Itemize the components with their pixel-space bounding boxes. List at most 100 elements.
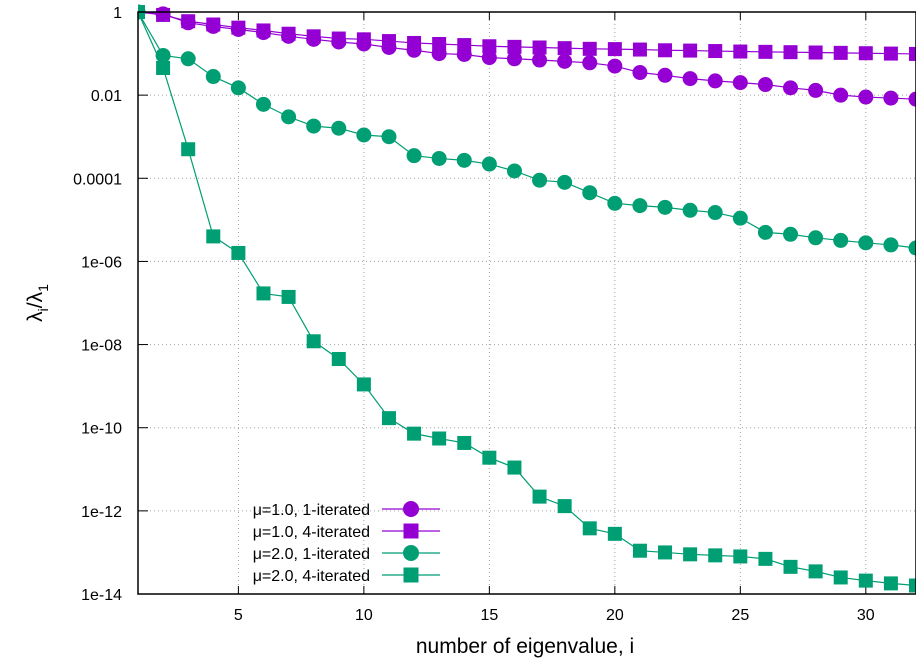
data-point: [909, 578, 916, 593]
data-point: [657, 199, 673, 215]
y-axis-title-lambda-2: λ: [24, 291, 47, 302]
y-tick-label: 0.01: [91, 88, 122, 105]
legend-marker: [403, 567, 419, 583]
data-point: [156, 60, 171, 75]
data-point: [607, 195, 623, 211]
series-circle: [138, 4, 916, 107]
data-point: [632, 543, 647, 558]
data-point: [909, 46, 916, 61]
data-point: [808, 45, 823, 60]
y-tick-label: 1e-10: [81, 421, 122, 438]
data-point: [683, 547, 698, 562]
data-point: [757, 224, 773, 240]
data-point: [607, 58, 623, 74]
y-tick-label: 1e-08: [81, 338, 122, 355]
data-point: [733, 44, 748, 59]
data-point: [883, 90, 899, 106]
data-point: [230, 80, 246, 96]
data-point: [532, 52, 548, 68]
data-point: [808, 82, 824, 98]
x-tick-labels: 5 10 15 20 25 30: [234, 607, 875, 624]
data-point: [757, 77, 773, 93]
data-point: [858, 235, 874, 251]
data-point: [506, 51, 522, 67]
data-point: [231, 245, 246, 260]
x-tick-label: 5: [234, 607, 243, 624]
plot-frame: [137, 11, 916, 595]
y-tick-labels: 1 0.01 0.0001 1e-06 1e-08 1e-10 1e-12 1e-14: [73, 5, 122, 604]
series-line: [138, 11, 916, 55]
data-point: [883, 237, 899, 253]
data-point: [381, 34, 396, 49]
data-point: [431, 150, 447, 166]
data-point: [481, 50, 497, 66]
data-point: [205, 69, 221, 85]
legend: μ=1.0, 1-iterated μ=1.0, 4-iterated μ=2.0,…: [253, 501, 440, 585]
data-point: [783, 45, 798, 60]
y-tick-label: 1e-14: [81, 587, 122, 604]
y-tick-label: 1e-06: [81, 254, 122, 271]
data-point: [607, 42, 622, 57]
data-point: [306, 29, 321, 44]
data-point: [708, 44, 723, 59]
data-point: [180, 51, 196, 67]
legend-marker: [403, 523, 419, 539]
data-point: [557, 499, 572, 514]
data-point: [732, 210, 748, 226]
data-point: [883, 46, 898, 61]
data-point: [507, 460, 522, 475]
data-point: [908, 240, 916, 256]
series-group: [138, 4, 916, 593]
data-point: [733, 549, 748, 564]
data-point: [432, 431, 447, 446]
data-point: [557, 174, 573, 190]
data-point: [582, 55, 598, 71]
data-point: [658, 43, 673, 58]
y-tick-label: 1e-12: [81, 504, 122, 521]
series-square: [138, 5, 916, 61]
data-point: [432, 36, 447, 51]
data-point: [858, 46, 873, 61]
data-point: [707, 205, 723, 221]
data-point: [808, 230, 824, 246]
data-point: [156, 7, 171, 22]
data-point: [582, 185, 598, 201]
data-point: [783, 226, 799, 242]
data-point: [407, 426, 422, 441]
x-tick-label: 20: [606, 607, 624, 624]
data-point: [231, 20, 246, 35]
data-point: [833, 87, 849, 103]
data-point: [256, 286, 271, 301]
data-point: [406, 148, 422, 164]
series-circle: [138, 4, 916, 256]
data-point: [306, 118, 322, 134]
data-point: [732, 75, 748, 91]
axis-ticks: [138, 11, 867, 595]
y-tick-label: 1: [113, 5, 122, 22]
data-point: [481, 156, 497, 172]
data-point: [356, 127, 372, 143]
data-point: [632, 198, 648, 214]
data-point: [506, 163, 522, 179]
data-point: [281, 109, 297, 125]
data-point: [833, 45, 848, 60]
series-square: [138, 5, 916, 593]
legend-marker: [403, 501, 419, 517]
data-point: [532, 172, 548, 188]
data-point: [331, 31, 346, 46]
data-point: [457, 435, 472, 450]
data-point: [482, 39, 497, 54]
data-point: [482, 450, 497, 465]
data-point: [456, 152, 472, 168]
data-point: [381, 129, 397, 145]
x-tick-label: 10: [355, 607, 373, 624]
data-point: [582, 521, 597, 536]
y-axis-title-slash: /: [24, 302, 47, 308]
data-point: [682, 202, 698, 218]
data-point: [658, 545, 673, 560]
y-tick-label: 0.0001: [73, 171, 122, 188]
legend-label: μ=2.0, 1-iterated: [253, 546, 370, 563]
data-point: [407, 35, 422, 50]
data-point: [356, 377, 371, 392]
